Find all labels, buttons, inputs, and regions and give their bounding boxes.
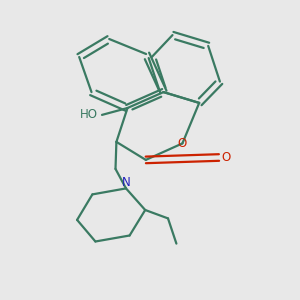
Text: N: N (122, 176, 130, 190)
Text: HO: HO (80, 108, 98, 122)
Text: O: O (221, 151, 230, 164)
Text: O: O (178, 137, 187, 150)
